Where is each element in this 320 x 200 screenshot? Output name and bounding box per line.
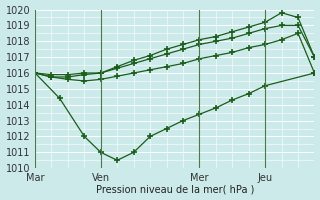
- X-axis label: Pression niveau de la mer( hPa ): Pression niveau de la mer( hPa ): [96, 184, 254, 194]
